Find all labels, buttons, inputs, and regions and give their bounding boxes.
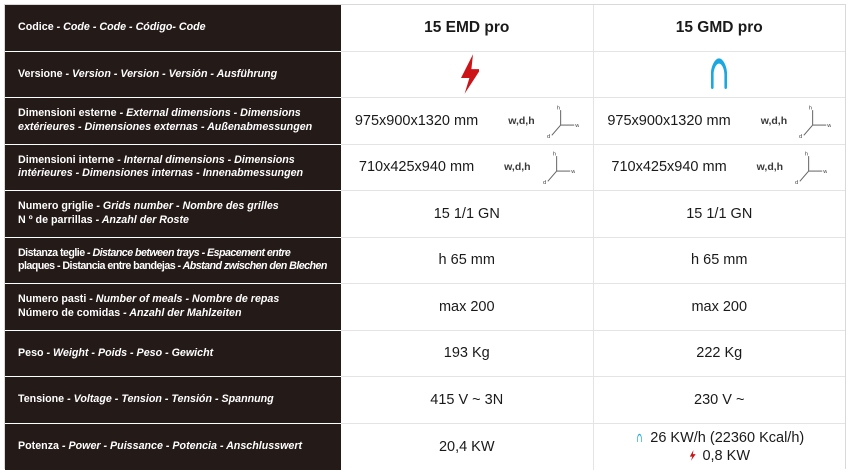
svg-text:w: w [822, 169, 827, 175]
svg-text:w: w [570, 169, 575, 175]
svg-text:h: h [557, 105, 560, 111]
svg-text:d: d [795, 180, 798, 184]
svg-text:h: h [805, 152, 808, 158]
svg-text:d: d [547, 134, 550, 138]
svg-text:h: h [809, 105, 812, 111]
svg-text:w: w [574, 123, 579, 129]
svg-text:d: d [543, 180, 546, 184]
svg-text:d: d [799, 134, 802, 138]
svg-text:w: w [826, 123, 831, 129]
svg-text:h: h [553, 152, 556, 158]
